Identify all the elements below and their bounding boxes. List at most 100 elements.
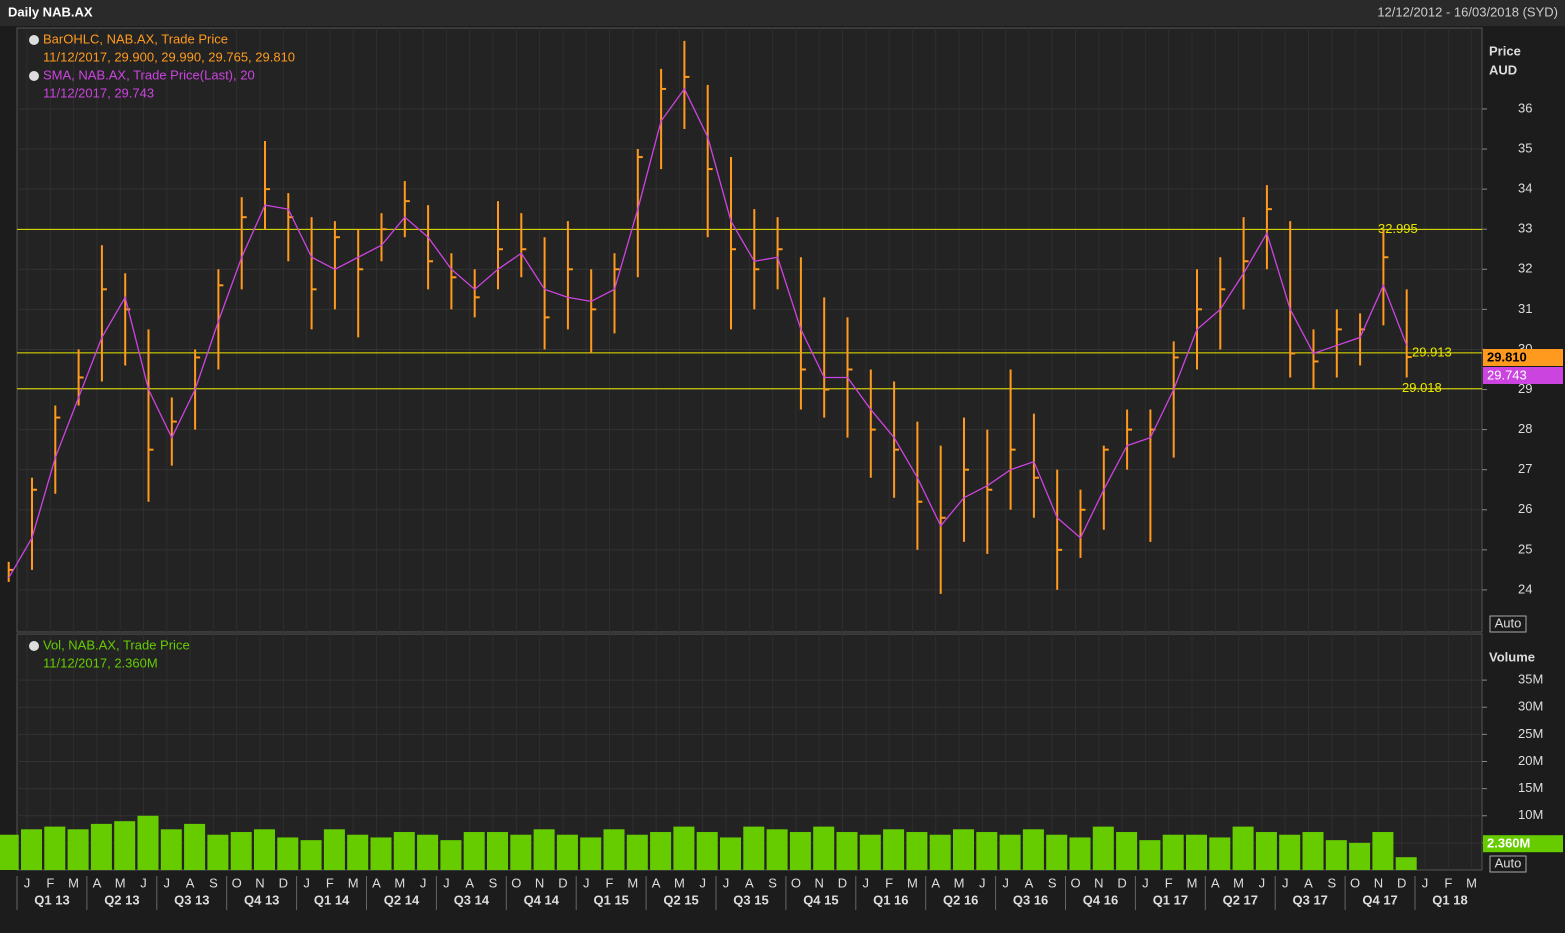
volume-bar xyxy=(1349,842,1371,870)
x-tick-label: N xyxy=(1374,875,1383,890)
x-tick-label: M xyxy=(1466,875,1477,890)
volume-bar xyxy=(230,832,252,870)
x-tick-label: M xyxy=(115,875,126,890)
y-tick-label: 24 xyxy=(1518,581,1532,596)
legend-icon[interactable] xyxy=(29,71,39,81)
legend-detail: 11/12/2017, 29.743 xyxy=(43,85,154,100)
volume-bar xyxy=(1209,837,1231,870)
volume-bar xyxy=(766,829,788,870)
volume-bar xyxy=(184,823,206,870)
volume-bar xyxy=(650,832,672,870)
quarter-label: Q3 17 xyxy=(1292,892,1327,907)
x-tick-label: S xyxy=(768,875,777,890)
x-tick-label: D xyxy=(1117,875,1126,890)
volume-bar xyxy=(999,834,1021,870)
x-tick-label: N xyxy=(535,875,544,890)
y-tick-label: 35 xyxy=(1518,140,1532,155)
x-tick-label: A xyxy=(652,875,661,890)
x-tick-label: A xyxy=(1304,875,1313,890)
quarter-label: Q3 13 xyxy=(174,892,209,907)
y-tick-label: 25M xyxy=(1518,726,1543,741)
volume-bar xyxy=(300,840,322,870)
y-tick-label: 28 xyxy=(1518,421,1532,436)
price-tag xyxy=(1483,367,1563,384)
quarter-label: Q4 14 xyxy=(524,892,560,907)
x-tick-label: S xyxy=(1048,875,1057,890)
x-tick-label: O xyxy=(1070,875,1080,890)
volume-bar xyxy=(21,829,42,870)
x-tick-label: J xyxy=(723,875,730,890)
price-tag-label: 29.810 xyxy=(1487,349,1527,364)
quarter-label: Q3 16 xyxy=(1013,892,1048,907)
y-tick-label: 30M xyxy=(1518,699,1543,714)
quarter-label: Q1 15 xyxy=(593,892,628,907)
x-tick-label: A xyxy=(745,875,754,890)
volume-bar xyxy=(417,834,439,870)
volume-bar xyxy=(440,840,462,870)
volume-bar xyxy=(859,834,881,870)
volume-bar xyxy=(533,829,555,870)
level-label: 29.018 xyxy=(1402,380,1442,395)
volume-bar xyxy=(626,834,648,870)
legend-name: BarOHLC, NAB.AX, Trade Price xyxy=(43,31,228,46)
volume-bar xyxy=(906,832,928,870)
y-tick-label: 27 xyxy=(1518,461,1532,476)
volume-bar xyxy=(370,837,392,870)
volume-bar xyxy=(673,826,695,870)
x-tick-label: M xyxy=(394,875,405,890)
volume-bar xyxy=(1116,832,1138,870)
volume-bar xyxy=(953,829,974,870)
volume-bar xyxy=(556,834,578,870)
volume-bar xyxy=(580,837,602,870)
y-tick-label: 33 xyxy=(1518,221,1532,236)
y-tick-label: 34 xyxy=(1518,181,1532,196)
quarter-label: Q1 13 xyxy=(34,892,69,907)
sma-line xyxy=(8,87,1408,579)
x-tick-label: J xyxy=(303,875,310,890)
volume-bar xyxy=(1022,829,1044,870)
volume-bar xyxy=(720,837,741,870)
y-tick-label: 20M xyxy=(1518,753,1543,768)
y-tick-label: 26 xyxy=(1518,501,1532,516)
legend-detail: 11/12/2017, 2.360M xyxy=(43,655,158,670)
auto-button[interactable] xyxy=(1489,855,1527,873)
volume-bar xyxy=(743,826,765,870)
price-tag xyxy=(1483,349,1563,366)
quarter-label: Q4 15 xyxy=(803,892,838,907)
auto-button-label[interactable]: Auto xyxy=(1495,855,1522,870)
x-tick-label: A xyxy=(931,875,940,890)
volume-bar xyxy=(160,829,182,870)
x-tick-label: D xyxy=(279,875,288,890)
y-tick-label: 36 xyxy=(1518,100,1532,115)
level-label: 32.995 xyxy=(1378,221,1418,236)
header-title: Daily NAB.AX xyxy=(8,4,93,19)
quarter-label: Q2 14 xyxy=(384,892,420,907)
legend-icon[interactable] xyxy=(29,641,39,651)
x-tick-label: A xyxy=(465,875,474,890)
x-tick-label: M xyxy=(1187,875,1198,890)
x-tick-label: O xyxy=(232,875,242,890)
legend-name: Vol, NAB.AX, Trade Price xyxy=(43,637,190,652)
volume-bar xyxy=(813,826,835,870)
x-tick-label: J xyxy=(979,875,986,890)
volume-bar xyxy=(90,823,112,870)
auto-button-label[interactable]: Auto xyxy=(1495,615,1522,630)
x-tick-label: D xyxy=(1397,875,1406,890)
legend-icon[interactable] xyxy=(29,35,39,45)
auto-button[interactable] xyxy=(1489,615,1527,633)
quarter-label: Q1 14 xyxy=(314,892,350,907)
x-tick-label: M xyxy=(627,875,638,890)
quarter-label: Q1 18 xyxy=(1432,892,1467,907)
volume-bar xyxy=(1162,834,1184,870)
x-tick-label: J xyxy=(1002,875,1009,890)
x-tick-label: M xyxy=(348,875,359,890)
quarter-label: Q2 15 xyxy=(663,892,698,907)
x-tick-label: F xyxy=(46,875,54,890)
x-tick-label: M xyxy=(907,875,918,890)
volume-bar xyxy=(510,834,532,870)
x-tick-label: J xyxy=(583,875,590,890)
x-tick-label: M xyxy=(674,875,685,890)
x-tick-label: J xyxy=(863,875,870,890)
x-tick-label: J xyxy=(164,875,171,890)
x-tick-label: A xyxy=(1025,875,1034,890)
